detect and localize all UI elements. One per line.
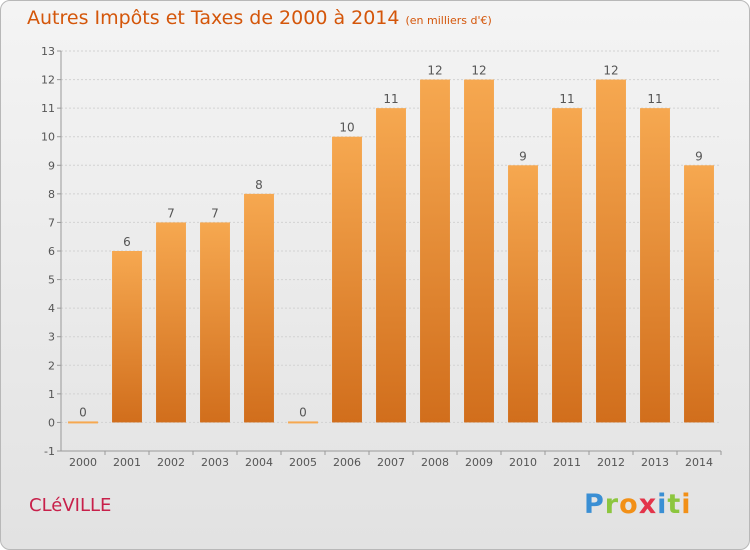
x-tick-label: 2006 [333,456,361,469]
bar-value-label: 11 [647,92,662,106]
y-tick-label: 6 [48,245,55,258]
proxiti-logo[interactable]: Proxiti [584,489,692,520]
y-tick-label: 2 [48,359,55,372]
x-axis: 2000 2001 2002 2003 2004 2005 2006 2007 2008 2009… [61,450,722,469]
bar [112,251,142,423]
x-tick-label: 2012 [597,456,625,469]
y-tick-label: 4 [48,302,55,315]
chart-subtitle: (en milliers d'€) [405,14,492,27]
y-tick-label: 10 [41,131,55,144]
y-tick-label: 8 [48,188,55,201]
logo-letter: i [681,489,692,520]
bar-value-label: 9 [695,149,703,163]
y-tick-label: 12 [41,74,55,87]
bar [156,222,186,423]
bar-value-label: 11 [383,92,398,106]
bar-value-label: 9 [519,149,527,163]
y-tick-label: 1 [48,388,55,401]
bar-value-label: 10 [339,121,354,135]
x-tick-label: 2003 [201,456,229,469]
chart-title-text: Autres Impôts et Taxes de 2000 à 2014 [27,7,400,29]
commune-name: CLéVILLE [29,495,112,516]
y-tick-label: 0 [48,416,55,429]
bar [464,79,494,423]
logo-letter: t [667,489,682,520]
bar [640,108,670,423]
bar [684,165,714,423]
bar [596,79,626,423]
bar-value-label: 8 [255,178,263,192]
logo-letter: P [584,489,605,520]
x-tick-label: 2008 [421,456,449,469]
bar [244,193,274,423]
bar [552,108,582,423]
y-tick-label: 3 [48,331,55,344]
bar-value-label: 11 [559,92,574,106]
bar [332,136,362,423]
bar-value-label: 7 [211,206,219,220]
bar [420,79,450,423]
x-tick-label: 2009 [465,456,493,469]
logo-letter: o [619,489,639,520]
bar-value-label: 7 [167,206,175,220]
y-tick-label: 13 [41,45,55,58]
bars: 0 6 7 7 8 0 10 11 12 12 9 11 12 11 9 [68,64,714,424]
bar [68,421,98,424]
y-tick-label: -1 [44,445,55,458]
x-tick-label: 2004 [245,456,273,469]
x-tick-label: 2000 [69,456,97,469]
y-tick-label: 7 [48,216,55,229]
y-tick-label: 5 [48,274,55,287]
bar-value-label: 12 [603,64,618,78]
x-tick-label: 2007 [377,456,405,469]
bar-value-label: 6 [123,235,131,249]
bar [200,222,230,423]
x-tick-label: 2011 [553,456,581,469]
logo-letter: r [604,489,620,520]
bar-value-label: 12 [471,64,486,78]
logo-letter: x [638,489,658,520]
bar-value-label: 12 [427,64,442,78]
chart-title: Autres Impôts et Taxes de 2000 à 2014 (en… [27,7,492,29]
bar [288,421,318,424]
x-tick-label: 2002 [157,456,185,469]
y-tick-label: 9 [48,159,55,172]
bar [376,108,406,423]
bar-value-label: 0 [79,405,87,419]
bar-value-label: 0 [299,405,307,419]
x-tick-label: 2013 [641,456,669,469]
x-tick-label: 2014 [685,456,713,469]
y-tick-label: 11 [41,102,55,115]
x-tick-label: 2005 [289,456,317,469]
bar [508,165,538,423]
logo-letter: i [657,489,668,520]
x-tick-label: 2001 [113,456,141,469]
x-tick-label: 2010 [509,456,537,469]
